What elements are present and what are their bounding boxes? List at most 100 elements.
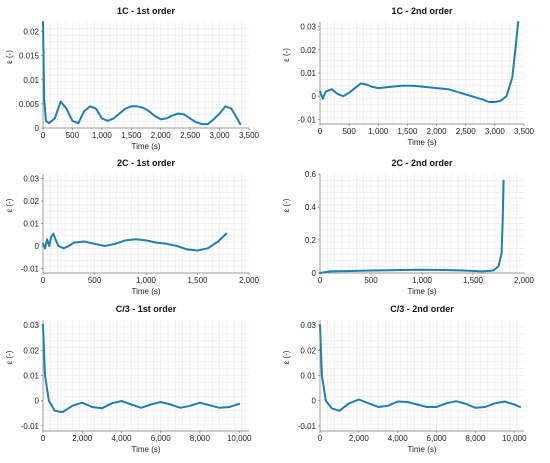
data-point [342, 95, 345, 97]
data-point [45, 120, 47, 122]
data-point [230, 107, 233, 110]
x-tick-label: 1,000 [412, 276, 433, 285]
data-point [349, 270, 352, 272]
data-point [142, 107, 144, 109]
y-axis-label: ε (-) [5, 350, 14, 364]
data-point [421, 268, 423, 271]
y-tick-label: 0.02 [23, 197, 39, 206]
x-tick-label: 6,000 [427, 434, 448, 443]
data-point [435, 87, 438, 89]
data-point [519, 406, 521, 408]
y-tick-label: 0.015 [19, 52, 40, 61]
data-point [426, 406, 428, 408]
data-point [83, 110, 85, 112]
data-point [145, 239, 147, 242]
y-tick-label: 0.03 [23, 321, 39, 330]
data-point [377, 406, 380, 408]
data-point [470, 95, 473, 97]
y-tick-label: 0.01 [23, 372, 39, 381]
data-point [42, 324, 44, 326]
data-point [325, 399, 327, 402]
data-point [201, 123, 203, 125]
data-point [50, 236, 52, 238]
data-point [154, 115, 156, 117]
data-point [44, 247, 46, 250]
y-tick-label: 0.2 [305, 236, 317, 245]
data-point [93, 243, 96, 245]
data-point [367, 402, 370, 405]
x-tick-label: 6,000 [151, 434, 172, 443]
x-tick-label: 2,000 [72, 434, 93, 443]
data-point [52, 232, 55, 235]
data-point [43, 98, 45, 100]
data-point [130, 403, 133, 406]
y-tick-label: 0.01 [23, 220, 39, 229]
x-tick-label: 1,000 [368, 127, 389, 136]
data-point [228, 406, 231, 408]
y-tick-label: 0 [35, 242, 40, 251]
chart-panel: 1C - 1st order 0 500 1,000 1,500 2,000 2,500 3,… [5, 6, 260, 151]
chart-title: 2C - 1st order [117, 158, 176, 168]
data-point [500, 252, 503, 254]
data-point [494, 101, 496, 103]
y-tick-label: 0.03 [300, 321, 316, 330]
data-point [239, 123, 241, 125]
data-point [482, 270, 485, 273]
x-tick-label: 0 [318, 434, 323, 443]
data-point [140, 407, 142, 409]
data-point [513, 403, 516, 406]
x-tick-label: 2,000 [427, 127, 448, 136]
x-tick-label: 2,000 [349, 434, 370, 443]
data-point [110, 402, 113, 405]
data-point [91, 406, 93, 408]
data-point [104, 245, 106, 247]
data-point [445, 402, 448, 405]
data-point [505, 95, 508, 97]
chart-panel: C/3 - 1st order 0 2,000 4,000 6,000 8,000 10,0… [5, 304, 252, 454]
y-tick-label: 0 [312, 92, 317, 101]
data-point [441, 269, 444, 271]
data-point [199, 401, 201, 404]
data-point [497, 265, 500, 268]
data-point [424, 86, 426, 88]
data-point [499, 100, 502, 102]
data-point [186, 248, 188, 251]
data-point [338, 410, 341, 412]
x-tick-label: 0 [318, 276, 323, 285]
data-point [42, 21, 44, 23]
data-point [134, 238, 137, 241]
data-point [377, 87, 380, 89]
data-point [179, 407, 182, 409]
y-tick-label: 0 [312, 269, 317, 278]
data-point [236, 117, 238, 120]
data-point [81, 401, 83, 404]
data-point [136, 105, 138, 108]
data-point [54, 238, 57, 241]
x-tick-label: 8,000 [190, 434, 211, 443]
data-point [155, 241, 158, 244]
chart-title: 1C - 2nd order [391, 6, 453, 16]
data-point [61, 411, 64, 413]
y-tick-label: -0.01 [298, 115, 317, 124]
data-point [325, 90, 327, 93]
y-tick-label: 0.02 [23, 346, 39, 355]
data-point [482, 98, 485, 101]
y-tick-label: 0.03 [23, 175, 39, 184]
x-axis-label: Time (s) [407, 138, 436, 147]
data-point [124, 107, 127, 110]
y-axis-label: ε (-) [5, 198, 14, 212]
series-line [319, 179, 505, 274]
x-tick-label: 4,000 [111, 434, 132, 443]
data-point [77, 122, 80, 124]
data-point [196, 249, 199, 252]
data-point [207, 123, 209, 125]
data-point [464, 403, 467, 405]
data-point [101, 117, 103, 120]
x-axis-label: Time (s) [131, 445, 160, 454]
x-tick-label: 500 [364, 276, 378, 285]
data-point [348, 402, 350, 405]
y-tick-label: 0 [35, 397, 40, 406]
chart-panel: C/3 - 2nd order 0 2,000 4,000 6,000 8,000 10,0… [282, 304, 527, 454]
data-point [68, 245, 70, 247]
